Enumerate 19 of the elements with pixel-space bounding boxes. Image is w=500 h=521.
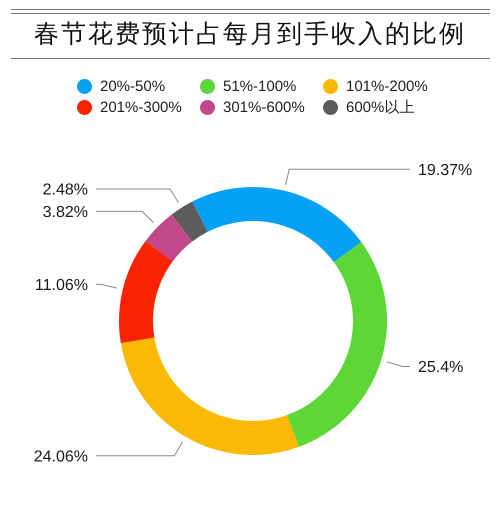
donut-slice [120, 338, 299, 455]
donut-slice [146, 214, 192, 262]
legend-label: 201%-300% [100, 99, 182, 116]
legend-label: 301%-600% [223, 99, 305, 116]
legend-label: 101%-200% [346, 78, 428, 95]
data-label: 2.48% [42, 182, 88, 199]
data-label: 11.06% [34, 276, 88, 294]
data-label: 19.37% [418, 162, 472, 179]
legend-label: 600%以上 [346, 98, 414, 117]
legend-label: 51%-100% [223, 78, 296, 95]
chart-title: 春节花费预计占每月到手收入的比例 [33, 20, 467, 50]
donut-slice [172, 202, 208, 242]
legend-label: 20%-50% [100, 78, 166, 95]
data-label: 25.4% [418, 359, 464, 376]
donut-slice [192, 187, 362, 262]
donut-slice [119, 240, 173, 344]
donut-slice [287, 242, 387, 447]
data-label: 3.82% [42, 204, 88, 221]
data-label: 24.06% [34, 448, 88, 466]
